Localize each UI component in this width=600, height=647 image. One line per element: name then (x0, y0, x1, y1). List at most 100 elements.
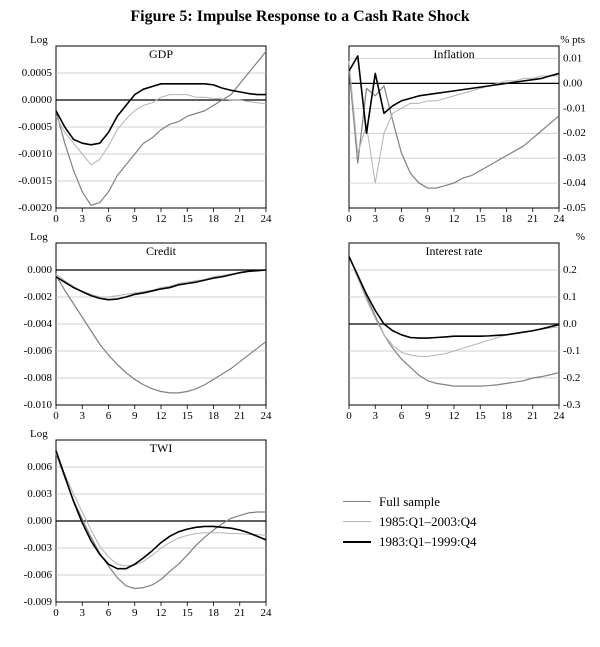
series-mid (349, 257, 559, 357)
legend-item-full: Full sample (343, 494, 440, 510)
svg-text:-0.006: -0.006 (24, 345, 53, 357)
svg-text:-0.03: -0.03 (563, 152, 586, 164)
svg-text:18: 18 (501, 410, 513, 422)
svg-text:24: 24 (261, 410, 273, 422)
svg-text:0.2: 0.2 (563, 264, 577, 276)
svg-text:24: 24 (261, 213, 273, 225)
svg-text:-0.0005: -0.0005 (18, 121, 52, 133)
svg-text:TWI: TWI (150, 441, 173, 455)
legend-label: 1985:Q1–2003:Q4 (379, 514, 477, 530)
svg-text:-0.02: -0.02 (563, 127, 586, 139)
series-full (349, 68, 559, 188)
svg-text:0: 0 (346, 410, 352, 422)
panel-credit: -0.010-0.008-0.006-0.004-0.0020.00003691… (10, 227, 297, 422)
svg-text:12: 12 (156, 410, 167, 422)
svg-text:9: 9 (132, 607, 138, 619)
svg-text:-0.0010: -0.0010 (18, 148, 52, 160)
svg-text:0.00: 0.00 (563, 77, 583, 89)
svg-text:6: 6 (106, 410, 112, 422)
panel-twi: -0.009-0.006-0.0030.0000.0030.0060369121… (10, 424, 297, 619)
svg-text:Log: Log (30, 428, 48, 440)
svg-text:15: 15 (475, 213, 487, 225)
svg-text:0: 0 (53, 607, 59, 619)
svg-text:0: 0 (53, 410, 59, 422)
svg-text:Log: Log (30, 231, 48, 243)
svg-text:0.000: 0.000 (27, 515, 52, 527)
svg-text:0: 0 (346, 213, 352, 225)
series-full (56, 51, 266, 205)
svg-text:-0.002: -0.002 (24, 291, 52, 303)
svg-text:0.0000: 0.0000 (22, 94, 53, 106)
svg-text:21: 21 (234, 213, 245, 225)
panel-inflation: -0.05-0.04-0.03-0.02-0.010.000.010369121… (303, 30, 590, 225)
svg-text:Credit: Credit (146, 244, 177, 258)
svg-text:-0.01: -0.01 (563, 102, 586, 114)
svg-text:Inflation: Inflation (433, 47, 474, 61)
svg-text:GDP: GDP (149, 47, 173, 61)
svg-text:-0.010: -0.010 (24, 399, 53, 411)
svg-text:3: 3 (373, 410, 379, 422)
svg-text:-0.3: -0.3 (563, 399, 581, 411)
svg-text:% pts: % pts (560, 34, 585, 46)
series-early (56, 451, 266, 569)
svg-text:-0.003: -0.003 (24, 542, 53, 554)
svg-text:-0.04: -0.04 (563, 177, 586, 189)
svg-text:24: 24 (554, 410, 566, 422)
svg-text:-0.008: -0.008 (24, 372, 53, 384)
svg-text:-0.0020: -0.0020 (18, 202, 52, 214)
svg-text:12: 12 (156, 213, 167, 225)
svg-text:12: 12 (449, 213, 460, 225)
svg-text:-0.006: -0.006 (24, 569, 53, 581)
svg-text:%: % (576, 231, 585, 243)
series-early (56, 84, 266, 145)
series-early (56, 270, 266, 300)
svg-text:18: 18 (208, 607, 220, 619)
legend-item-mid: 1985:Q1–2003:Q4 (343, 514, 477, 530)
svg-text:6: 6 (106, 213, 112, 225)
svg-text:15: 15 (182, 607, 194, 619)
svg-text:24: 24 (261, 607, 273, 619)
svg-text:0.01: 0.01 (563, 52, 582, 64)
svg-text:Interest rate: Interest rate (426, 244, 483, 258)
svg-text:0.1: 0.1 (563, 291, 577, 303)
legend: Full sample 1985:Q1–2003:Q4 1983:Q1–1999:Q… (303, 424, 590, 619)
svg-text:0.0005: 0.0005 (22, 67, 53, 79)
legend-swatch (343, 541, 371, 543)
figure-title: Figure 5: Impulse Response to a Cash Rat… (10, 8, 590, 26)
svg-text:9: 9 (425, 410, 431, 422)
chart-twi: -0.009-0.006-0.0030.0000.0030.0060369121… (10, 424, 296, 619)
svg-text:21: 21 (234, 410, 245, 422)
series-mid (349, 61, 559, 183)
svg-text:6: 6 (399, 213, 405, 225)
svg-text:-0.2: -0.2 (563, 372, 580, 384)
series-full (349, 257, 559, 387)
chart-gdp: -0.0020 -0.0015 -0.0010 -0.0005 0.0000 0.0005… (10, 30, 296, 225)
series-early (349, 56, 559, 133)
svg-text:12: 12 (449, 410, 460, 422)
svg-text:18: 18 (208, 410, 220, 422)
svg-text:-0.05: -0.05 (563, 202, 586, 214)
svg-text:0: 0 (53, 213, 59, 225)
svg-text:18: 18 (501, 213, 513, 225)
svg-text:-0.009: -0.009 (24, 596, 53, 608)
legend-label: 1983:Q1–1999:Q4 (379, 534, 477, 550)
svg-text:0.003: 0.003 (27, 488, 52, 500)
panel-grid: -0.0020-0.0015-0.0010-0.00050.00000.0005… (10, 30, 590, 619)
svg-text:0.000: 0.000 (27, 264, 52, 276)
svg-text:21: 21 (234, 607, 245, 619)
chart-interest: -0.3-0.2-0.10.00.10.203691215182124%Inte… (303, 227, 589, 422)
svg-text:3: 3 (80, 213, 86, 225)
svg-text:Log: Log (30, 34, 48, 46)
svg-text:21: 21 (527, 410, 538, 422)
chart-inflation: -0.05-0.04-0.03-0.02-0.010.000.010369121… (303, 30, 589, 225)
svg-text:15: 15 (182, 410, 194, 422)
svg-text:21: 21 (527, 213, 538, 225)
svg-text:-0.1: -0.1 (563, 345, 580, 357)
series-mid (56, 454, 266, 567)
svg-text:15: 15 (475, 410, 487, 422)
svg-text:6: 6 (106, 607, 112, 619)
svg-text:18: 18 (208, 213, 220, 225)
figure-5: Figure 5: Impulse Response to a Cash Rat… (0, 0, 600, 625)
svg-text:-0.0015: -0.0015 (18, 175, 52, 187)
svg-text:9: 9 (132, 410, 138, 422)
